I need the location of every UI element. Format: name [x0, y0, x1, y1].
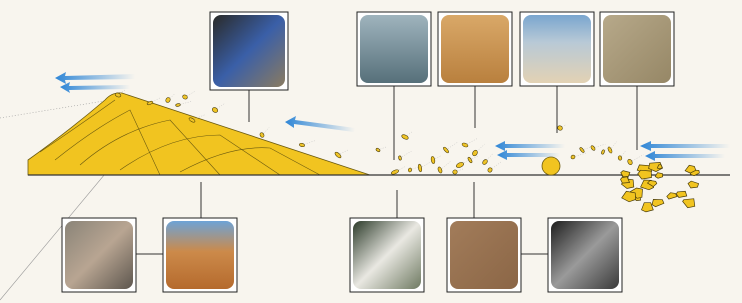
- pebble: [652, 199, 664, 206]
- wind-arrow: [640, 141, 730, 151]
- wind-arrow: [495, 141, 565, 151]
- grain: [618, 155, 623, 160]
- wind-arrow: [645, 151, 725, 161]
- grain: [431, 156, 436, 164]
- pebble: [642, 203, 654, 212]
- photo: [353, 221, 421, 289]
- boulder: [542, 157, 560, 175]
- photo: [551, 221, 619, 289]
- pebble: [683, 199, 695, 208]
- photo: [603, 15, 671, 83]
- wind-arrow: [60, 82, 130, 93]
- body: (() => { JSON.parse(document.getElementB…: [0, 0, 742, 303]
- photo: [213, 15, 285, 87]
- pebble: [676, 191, 687, 197]
- pebble: [638, 170, 652, 179]
- pebble: [667, 193, 677, 199]
- photo: [523, 15, 591, 83]
- photo: [450, 221, 518, 289]
- pebble: [688, 181, 699, 188]
- photo: [65, 221, 133, 289]
- trajectory: [593, 144, 605, 148]
- trajectory: [446, 142, 458, 150]
- gravel-pile: [621, 162, 700, 212]
- photo: [360, 15, 428, 83]
- pebble: [655, 173, 663, 179]
- photo: [166, 221, 234, 289]
- wind-arrow: [55, 72, 135, 84]
- photo: [441, 15, 509, 83]
- diagram: [0, 0, 742, 303]
- wind-arrow: [285, 116, 355, 132]
- pebble: [622, 191, 636, 202]
- page: diagram {} html, body { margin: 0; paddi…: [0, 0, 742, 303]
- grain: [590, 145, 596, 151]
- trajectory: [400, 151, 411, 158]
